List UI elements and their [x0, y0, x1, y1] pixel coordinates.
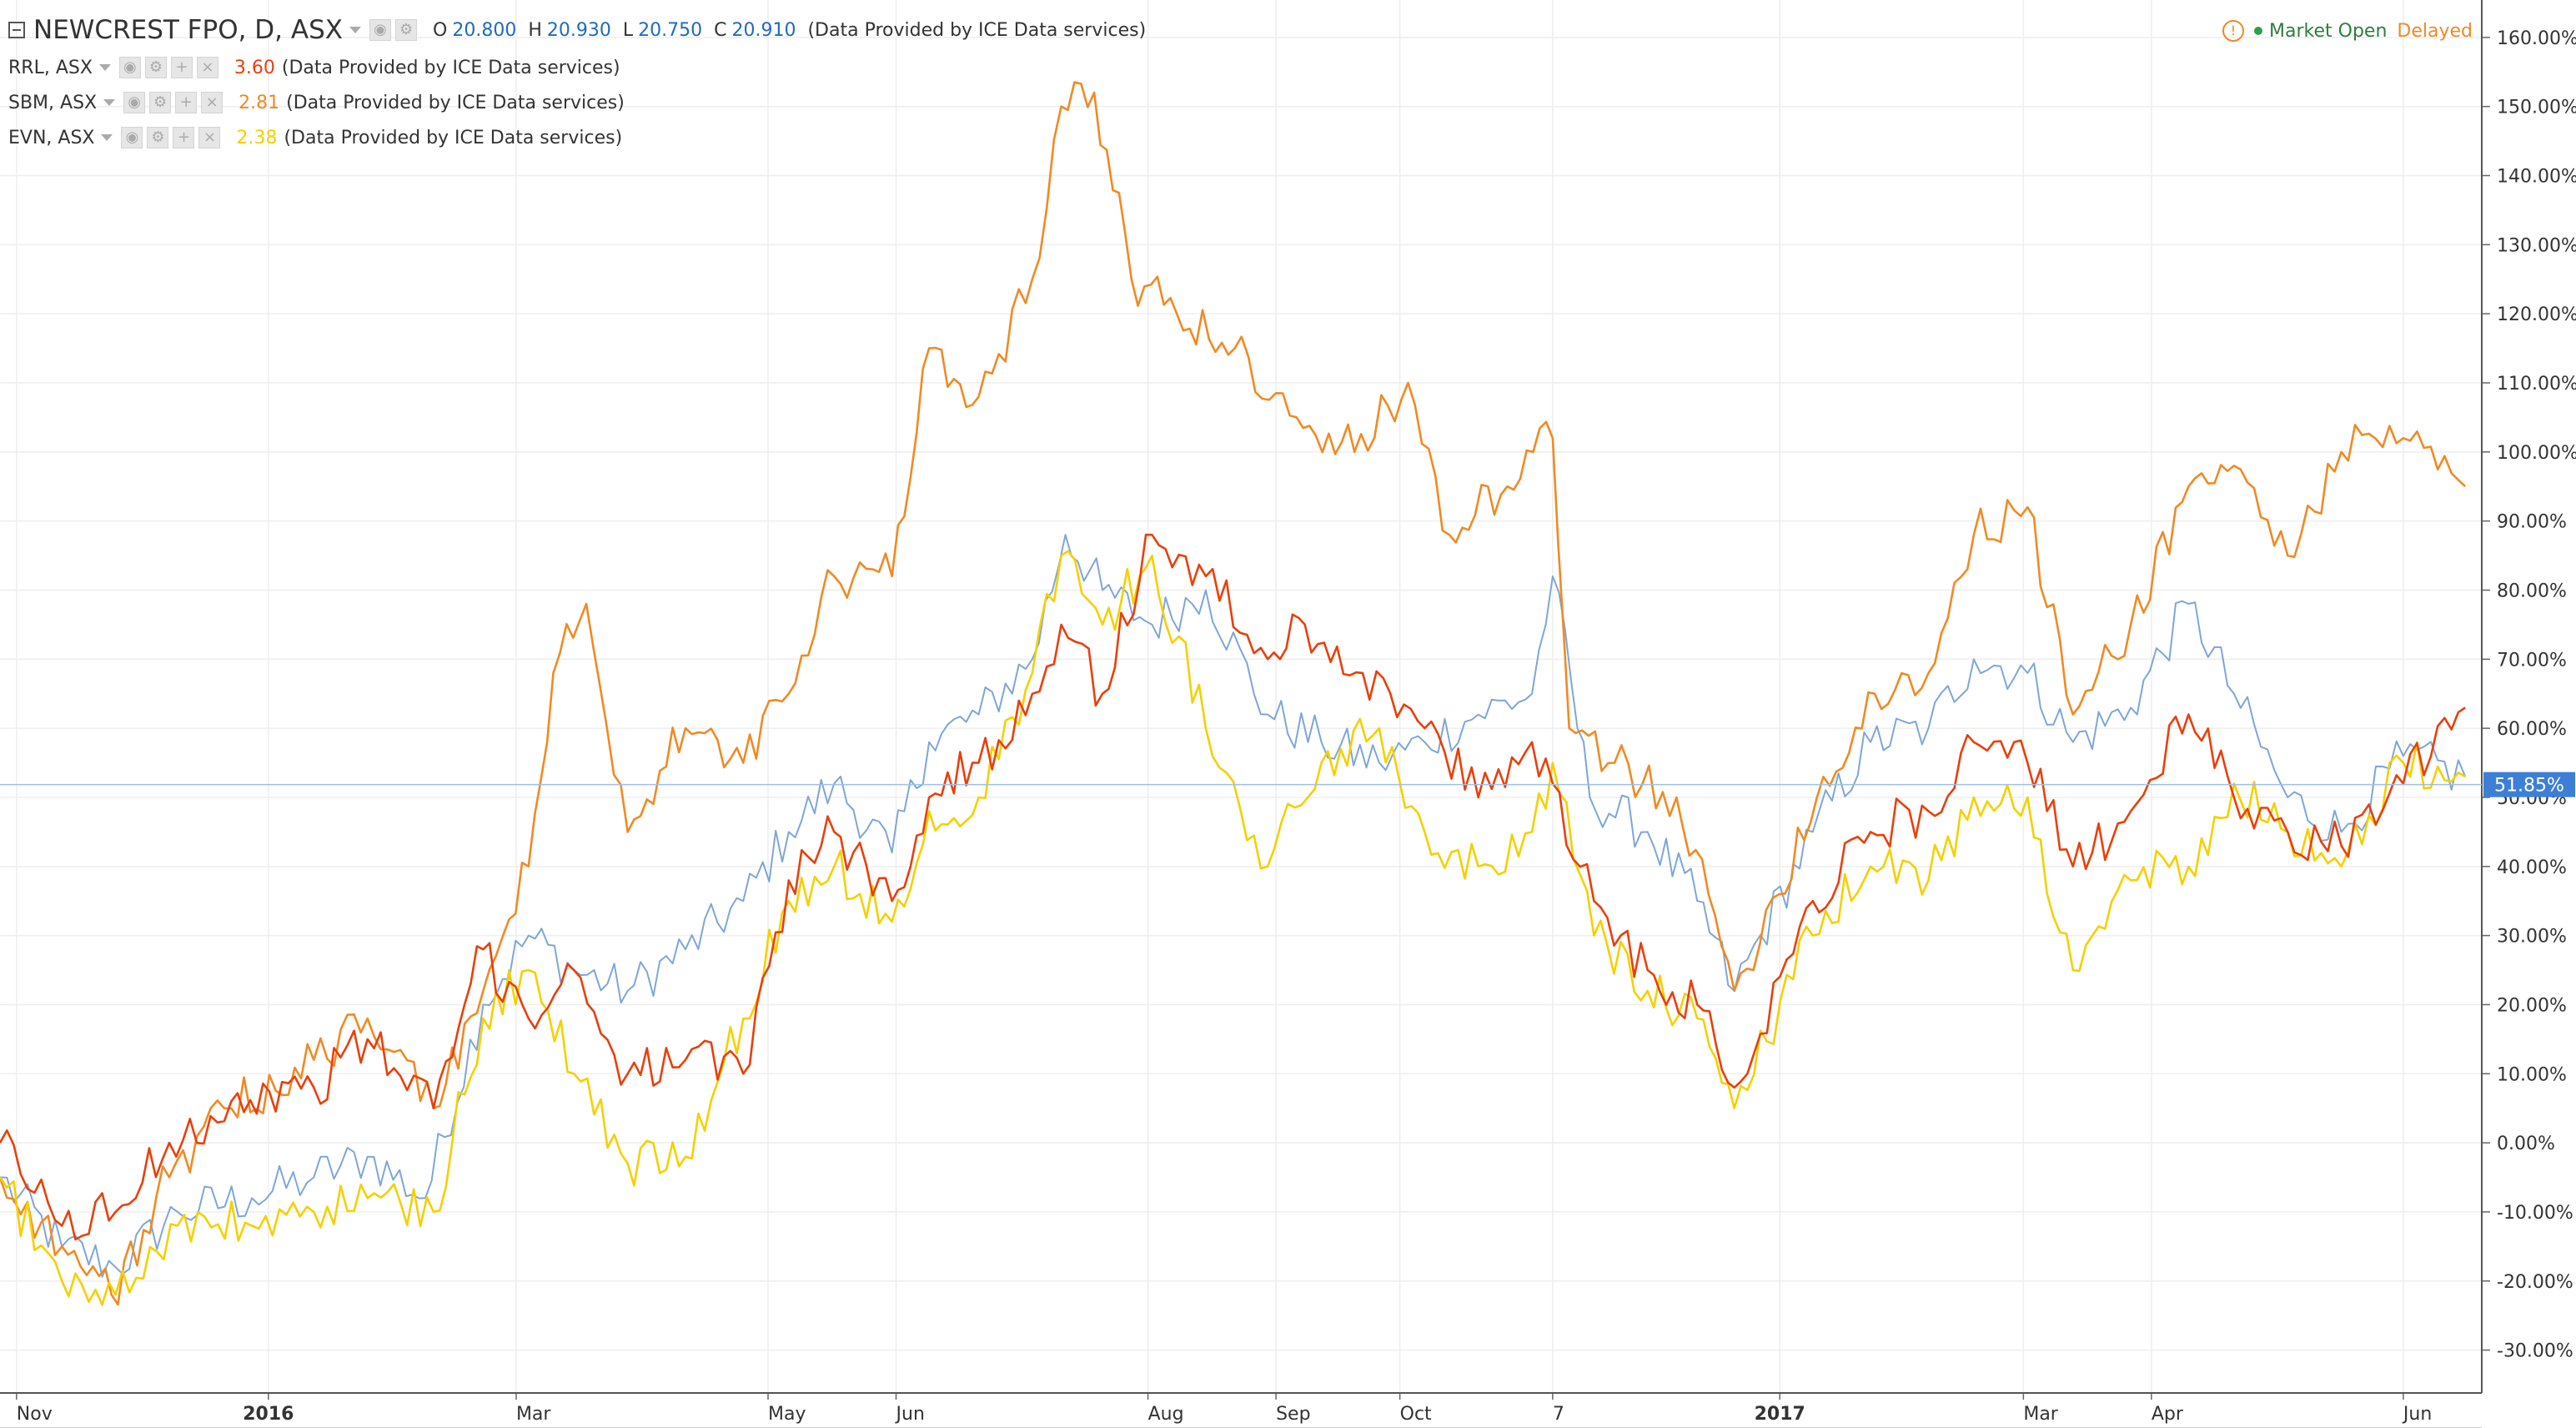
ohlc-close-label: C — [714, 19, 727, 41]
x-tick-label: Jun — [2402, 1404, 2432, 1425]
ohlc-close-value: 20.910 — [731, 19, 796, 41]
main-symbol-label[interactable]: NEWCREST FPO, D, ASX — [33, 15, 344, 45]
comparison-value: 2.81 — [239, 92, 280, 113]
y-tick-label: 100.00% — [2497, 443, 2576, 464]
x-tick-label: Aug — [1148, 1404, 1184, 1425]
visibility-icon[interactable]: ◉ — [369, 19, 392, 41]
y-tick-label: 60.00% — [2497, 719, 2567, 740]
comparison-symbol[interactable]: EVN, ASX — [8, 127, 95, 148]
add-icon[interactable]: + — [173, 127, 195, 148]
comparison-value: 3.60 — [233, 57, 275, 78]
y-tick-label: 10.00% — [2497, 1064, 2567, 1085]
x-tick-label: Sep — [1276, 1404, 1310, 1425]
x-tick-label: Mar — [2023, 1404, 2058, 1425]
y-tick-label: -10.00% — [2497, 1203, 2573, 1224]
comparison-value: 2.38 — [236, 127, 278, 148]
x-tick-label: Jun — [895, 1404, 925, 1425]
y-tick-label: 140.00% — [2497, 167, 2576, 188]
market-open-label: Market Open — [2269, 20, 2388, 42]
y-tick-label: 110.00% — [2497, 374, 2576, 395]
ohlc-high-label: H — [528, 19, 542, 41]
y-tick-label: 70.00% — [2497, 650, 2567, 671]
axes — [0, 0, 2490, 1428]
comparison-row-evn: EVN, ASX ◉ ⚙ + × 2.38 (Data Provided by … — [8, 127, 622, 148]
y-tick-label: 80.00% — [2497, 581, 2567, 601]
close-icon[interactable]: × — [196, 57, 218, 78]
last-value-marker: 51.85% — [0, 772, 2575, 797]
x-tick-label: May — [768, 1404, 806, 1425]
series-line-newcrest-fpo — [0, 534, 2467, 1278]
y-tick-label: -20.00% — [2497, 1272, 2573, 1293]
series-line-evn — [0, 550, 2466, 1306]
series-line-rrl — [0, 533, 2466, 1241]
comparison-symbol[interactable]: RRL, ASX — [8, 57, 93, 78]
visibility-icon[interactable]: ◉ — [123, 92, 146, 113]
settings-icon[interactable]: ⚙ — [144, 57, 167, 78]
chevron-down-icon[interactable] — [103, 99, 116, 106]
x-tick-label: Mar — [516, 1404, 551, 1425]
settings-icon[interactable]: ⚙ — [149, 92, 172, 113]
x-tick-label: Apr — [2152, 1404, 2184, 1425]
y-tick-label: 130.00% — [2497, 235, 2576, 256]
settings-icon[interactable]: ⚙ — [395, 19, 418, 41]
ohlc-high-value: 20.930 — [546, 19, 611, 41]
provider-note: (Data Provided by ICE Data services) — [807, 19, 1147, 41]
grid — [0, 0, 2482, 1393]
last-value-label: 51.85% — [2494, 776, 2564, 797]
series-lines — [0, 81, 2467, 1306]
y-tick-label: 90.00% — [2497, 512, 2567, 533]
ohlc-open-label: O — [433, 19, 448, 41]
x-tick-label: 7 — [1553, 1404, 1564, 1425]
comparison-row-sbm: SBM, ASX ◉ ⚙ + × 2.81 (Data Provided by … — [8, 92, 625, 113]
market-status: ! Market Open Delayed — [2222, 20, 2473, 42]
y-tick-label: 120.00% — [2497, 304, 2576, 325]
close-icon[interactable]: × — [198, 127, 221, 148]
visibility-icon[interactable]: ◉ — [121, 127, 143, 148]
x-tick-label: 2017 — [1755, 1404, 1805, 1425]
provider-note: (Data Provided by ICE Data services) — [284, 127, 623, 148]
add-icon[interactable]: + — [175, 92, 198, 113]
delayed-label: Delayed — [2397, 20, 2473, 42]
y-tick-label: -30.00% — [2497, 1341, 2573, 1362]
y-tick-label: 150.00% — [2497, 98, 2576, 118]
series-line-sbm — [0, 81, 2467, 1306]
main-symbol-row: NEWCREST FPO, D, ASX ◉ ⚙ O 20.800 H 20.9… — [8, 15, 1146, 45]
ohlc-open-value: 20.800 — [452, 19, 517, 41]
y-tick-label: 30.00% — [2497, 927, 2567, 948]
ohlc-low-value: 20.750 — [638, 19, 703, 41]
x-tick-label: 2016 — [243, 1404, 294, 1425]
comparison-row-rrl: RRL, ASX ◉ ⚙ + × 3.60 (Data Provided by … — [8, 57, 620, 78]
exclamation-circle-icon[interactable]: ! — [2222, 20, 2245, 42]
chevron-down-icon[interactable] — [98, 64, 111, 71]
comparison-symbol[interactable]: SBM, ASX — [8, 92, 98, 113]
y-tick-label: 40.00% — [2497, 857, 2567, 878]
y-tick-label: 20.00% — [2497, 995, 2567, 1016]
chevron-down-icon[interactable] — [101, 134, 113, 141]
ohlc-low-label: L — [622, 19, 634, 41]
x-tick-label: Nov — [17, 1404, 53, 1425]
x-tick-label: Oct — [1400, 1404, 1432, 1425]
close-icon[interactable]: × — [201, 92, 223, 113]
add-icon[interactable]: + — [170, 57, 193, 78]
market-open-dot-icon — [2254, 27, 2263, 35]
provider-note: (Data Provided by ICE Data services) — [286, 92, 625, 113]
last-value-badge — [2483, 772, 2575, 797]
chevron-down-icon[interactable] — [349, 27, 362, 33]
y-tick-label: 0.00% — [2497, 1134, 2555, 1154]
provider-note: (Data Provided by ICE Data services) — [281, 57, 620, 78]
settings-icon[interactable]: ⚙ — [147, 127, 169, 148]
collapse-legend-icon[interactable] — [8, 22, 25, 38]
visibility-icon[interactable]: ◉ — [118, 57, 141, 78]
y-tick-label: 160.00% — [2497, 28, 2576, 49]
